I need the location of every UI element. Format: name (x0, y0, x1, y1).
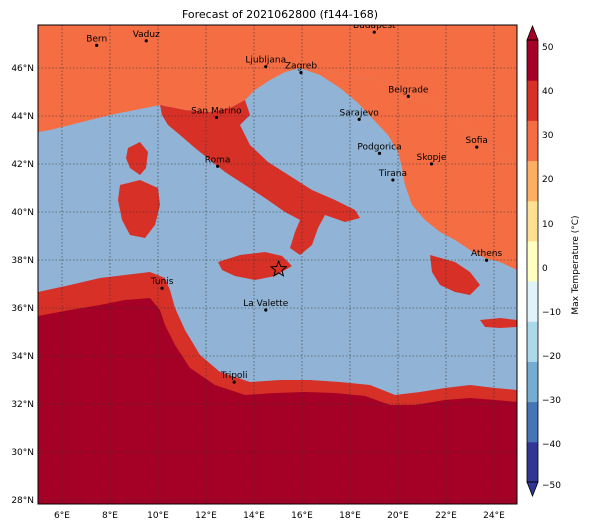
lon-axis-labels: 6°E 8°E 10°E 12°E 14°E 16°E 18°E 20°E 22… (54, 511, 505, 521)
city-label: Roma (205, 155, 231, 165)
colorbar-segment (527, 200, 538, 242)
city-dot (95, 43, 99, 47)
colorbar-ticks: 50 40 30 20 10 0 −10 −20 −30 −40 −50 (542, 43, 561, 491)
colorbar-tick: −50 (542, 481, 561, 491)
city-label: Tunis (150, 277, 174, 287)
colorbar-segment (527, 240, 538, 282)
city-dot (391, 178, 395, 182)
corsica (126, 142, 148, 175)
colorbar-tick: −20 (542, 352, 561, 362)
city-dot (372, 30, 376, 34)
colorbar-segment (527, 401, 538, 443)
lat-label: 28°N (11, 496, 34, 506)
colorbar-segment (527, 40, 538, 81)
lon-label: 6°E (54, 511, 70, 521)
colorbar-segment (527, 281, 538, 322)
colorbar-tick: −30 (542, 396, 561, 406)
lat-label: 32°N (11, 400, 34, 410)
city-dot (214, 115, 219, 120)
city-dot (429, 162, 434, 166)
lon-label: 24°E (483, 511, 505, 521)
city-dot (475, 145, 479, 149)
lon-label: 8°E (102, 511, 118, 521)
city-dot (160, 286, 164, 290)
colorbar-tick: 50 (542, 43, 554, 53)
crete (480, 318, 517, 328)
colorbar-tick: 0 (542, 264, 548, 274)
lat-label: 46°N (11, 64, 34, 74)
sardinia (118, 180, 160, 238)
colorbar-tick: 10 (542, 220, 554, 230)
city-dot (357, 117, 361, 121)
city-label: Tripoli (220, 371, 248, 381)
city-label: Athens (471, 249, 502, 259)
colorbar-tick: −10 (542, 308, 561, 318)
colorbar (526, 24, 539, 498)
lat-label: 36°N (11, 304, 34, 314)
colorbar-tick: −40 (542, 440, 561, 450)
colorbar-frame (526, 39, 539, 483)
colorbar-tick: 40 (542, 87, 554, 97)
colorbar-extend-min (526, 481, 539, 498)
sicily (218, 252, 292, 280)
colorbar-label: Max Temperature (°C) (571, 215, 581, 314)
city-dot (216, 164, 220, 168)
city-dot (484, 258, 489, 262)
city-label: Bern (86, 34, 107, 44)
city-label: Ljubljana (245, 56, 286, 66)
city-dot (406, 94, 410, 98)
city-label: Vaduz (133, 30, 160, 40)
lat-label: 38°N (11, 256, 34, 266)
balkans-land (300, 68, 517, 270)
map-title: Forecast of 2021062800 (f144-168) (182, 8, 378, 21)
city-dot (299, 71, 303, 75)
city-label: Belgrade (388, 85, 429, 95)
map-frame (37, 24, 518, 505)
lat-label: 30°N (11, 448, 34, 458)
city-dot (232, 380, 236, 384)
city-label: Sofia (466, 136, 488, 146)
city-dot (264, 65, 268, 69)
city-label: Podgorica (357, 142, 401, 152)
lon-label: 12°E (195, 511, 217, 521)
colorbar-tick: 20 (542, 175, 554, 185)
city-label: San Marino (191, 106, 242, 116)
lat-label: 40°N (11, 208, 34, 218)
peloponnese (430, 255, 480, 295)
lon-label: 14°E (243, 511, 265, 521)
colorbar-segment (527, 441, 538, 483)
city-label: Zagreb (285, 62, 317, 72)
city-label: Tirana (378, 169, 407, 179)
colorbar-segment (527, 80, 538, 121)
colorbar-segment (527, 160, 538, 202)
city-label: Budapest (353, 21, 396, 31)
star-marker (269, 259, 288, 277)
lon-label: 22°E (435, 511, 457, 521)
lat-label: 44°N (11, 112, 34, 122)
city-dot (264, 308, 268, 312)
colorbar-segment (527, 120, 538, 162)
colorbar-extend-max (526, 24, 539, 41)
lon-label: 20°E (387, 511, 409, 521)
city-label: Skopje (417, 153, 447, 163)
lon-label: 16°E (291, 511, 313, 521)
colorbar-segment (527, 361, 538, 403)
lon-label: 18°E (339, 511, 361, 521)
colorbar-segment (527, 321, 538, 362)
lat-label: 34°N (11, 352, 34, 362)
city-dot (377, 151, 382, 155)
city-label: La Valette (243, 299, 288, 309)
city-label: Sarajevo (340, 108, 380, 118)
lon-label: 10°E (147, 511, 169, 521)
lat-axis-labels: 46°N 44°N 42°N 40°N 38°N 36°N 34°N 32°N … (11, 64, 34, 506)
italy-peninsula (160, 100, 360, 255)
colorbar-tick: 30 (542, 131, 554, 141)
lat-label: 42°N (11, 160, 34, 170)
city-dot (144, 39, 148, 43)
map-gridlines (38, 25, 517, 504)
